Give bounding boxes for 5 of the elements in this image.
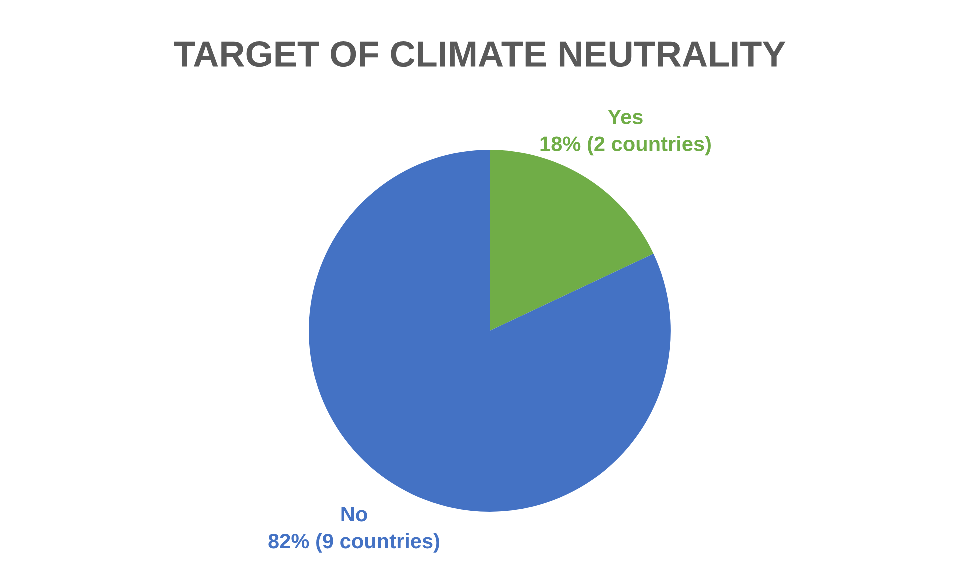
data-label: 18% (2 countries): [540, 136, 711, 156]
chart-title: TARGET OF CLIMATE NEUTRALITY: [174, 42, 786, 68]
data-label: 82% (9 countries): [268, 533, 440, 553]
slice-label: Yes: [608, 110, 643, 124]
slice-label: No: [342, 507, 368, 522]
